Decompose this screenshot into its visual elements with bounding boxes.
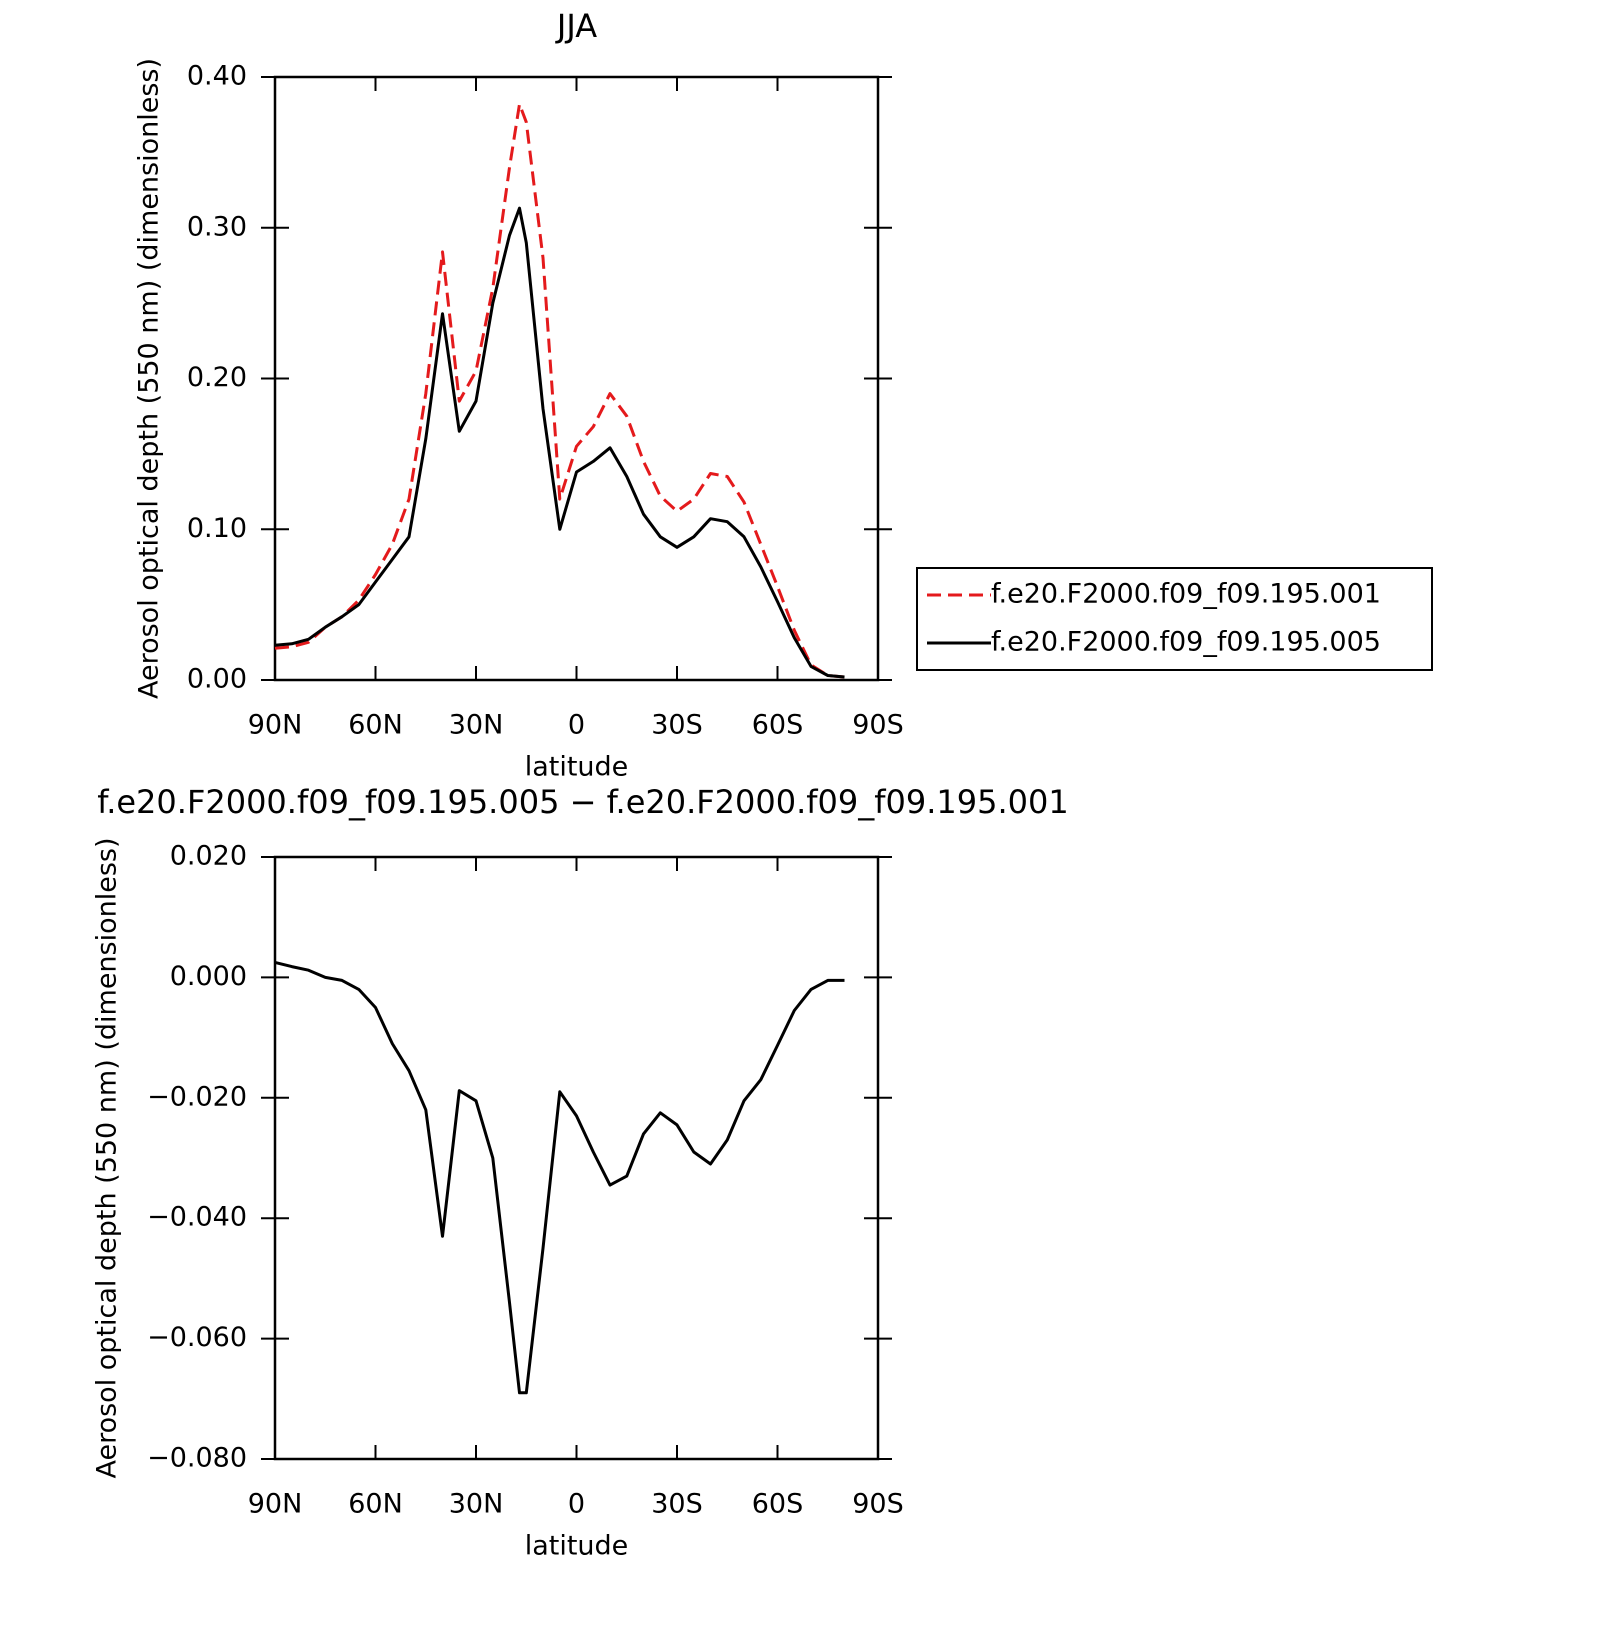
y-tick-label: −0.040: [147, 1202, 247, 1233]
x-tick-label: 60S: [752, 1489, 804, 1520]
y-tick-label: 0.20: [187, 362, 247, 393]
x-tick-label: 90N: [248, 1489, 303, 1520]
plot-frame: [273, 855, 880, 1461]
y-tick-label: 0.00: [187, 664, 247, 695]
x-tick-label: 30S: [651, 710, 703, 741]
x-tick-label: 90S: [852, 710, 904, 741]
legend-box: [916, 567, 1433, 671]
chart-title: JJA: [555, 7, 597, 45]
x-tick-label: 0: [568, 1489, 585, 1520]
y-axis-label: Aerosol optical depth (550 nm) (dimensio…: [134, 58, 165, 699]
y-tick-label: 0.10: [187, 513, 247, 544]
data-line: [274, 206, 845, 679]
x-axis-label: latitude: [525, 752, 629, 783]
data-line: [274, 960, 845, 1395]
x-tick-label: 90S: [852, 1489, 904, 1520]
chart-title: f.e20.F2000.f09_f09.195.005 − f.e20.F200…: [97, 783, 1069, 821]
y-tick-label: −0.060: [147, 1322, 247, 1353]
x-tick-label: 60N: [348, 1489, 403, 1520]
y-tick-label: −0.020: [147, 1081, 247, 1112]
x-axis-label: latitude: [525, 1531, 629, 1562]
x-tick-label: 30N: [449, 710, 504, 741]
x-tick-label: 60S: [752, 710, 804, 741]
x-tick-label: 60N: [348, 710, 403, 741]
x-tick-label: 30N: [449, 1489, 504, 1520]
data-line: [274, 102, 845, 679]
y-tick-label: 0.020: [170, 841, 247, 872]
legend-label: f.e20.F2000.f09_f09.195.005: [991, 627, 1381, 658]
legend-label: f.e20.F2000.f09_f09.195.001: [991, 579, 1381, 610]
y-tick-label: −0.080: [147, 1443, 247, 1474]
y-tick-label: 0.30: [187, 211, 247, 242]
x-tick-label: 0: [568, 710, 585, 741]
y-tick-label: 0.000: [170, 961, 247, 992]
y-axis-label: Aerosol optical depth (550 nm) (dimensio…: [92, 837, 123, 1478]
x-tick-label: 30S: [651, 1489, 703, 1520]
y-tick-label: 0.40: [187, 61, 247, 92]
x-tick-label: 90N: [248, 710, 303, 741]
